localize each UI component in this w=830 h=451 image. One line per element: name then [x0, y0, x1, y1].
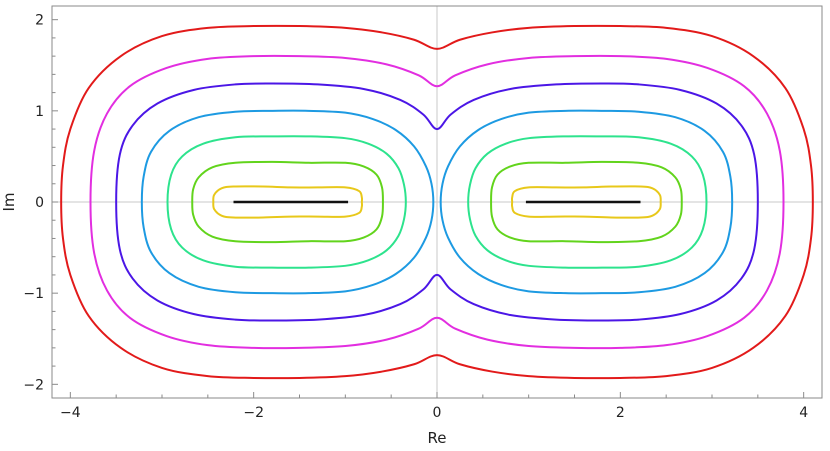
contour-3-right-lobe [467, 135, 708, 269]
x-tick-label: 4 [799, 405, 808, 421]
contour-1-left-lobe [212, 185, 364, 219]
x-tick-label: −2 [243, 405, 264, 421]
y-tick-label: −2 [23, 377, 44, 393]
contour-4-right-lobe [439, 109, 734, 295]
contour-curves [60, 24, 814, 380]
contour-3-left-lobe [166, 135, 407, 269]
zero-axes [52, 6, 822, 398]
y-axis-label: Im [0, 192, 18, 211]
contour-6 [89, 54, 785, 350]
x-tick-label: −4 [60, 405, 81, 421]
y-tick-label: −1 [23, 286, 44, 302]
y-tick-label: 1 [35, 104, 44, 120]
contour-2-left-lobe [191, 160, 384, 244]
axis-ticks: −4 −2 0 2 4 −2 −1 0 1 2 [23, 13, 808, 421]
x-tick-label: 2 [616, 405, 625, 421]
contour-2-right-lobe [490, 160, 683, 244]
y-tick-label: 2 [35, 13, 44, 29]
x-tick-label: 0 [433, 405, 442, 421]
contour-5 [115, 82, 759, 322]
contour-4-left-lobe [140, 109, 435, 295]
contour-1-right-lobe [510, 185, 662, 219]
x-axis-label: Re [428, 429, 447, 447]
contour-7 [60, 24, 814, 380]
y-tick-label: 0 [35, 195, 44, 211]
